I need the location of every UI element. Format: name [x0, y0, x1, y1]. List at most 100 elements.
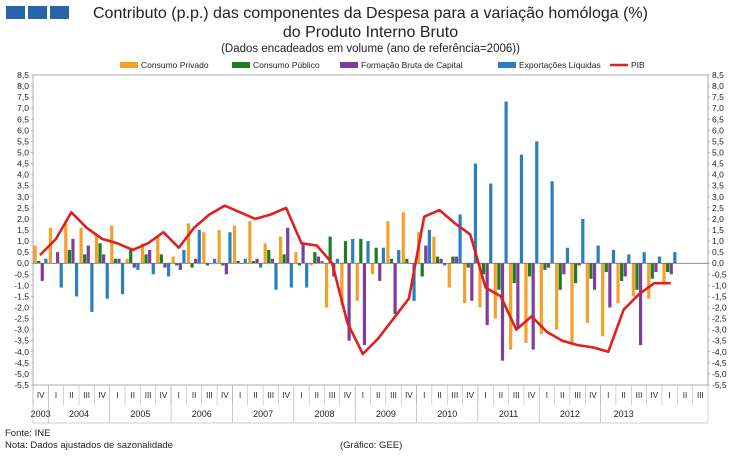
- x-year-label: 2008: [314, 409, 334, 419]
- y-tick-label-right: -0,5: [712, 269, 727, 279]
- bar-consumo-privado: [355, 263, 359, 301]
- bar-forma-o-bruta-de-capital: [654, 263, 658, 273]
- bar-exporta-es-l-quidas: [74, 263, 79, 297]
- bar-consumo-privado: [585, 263, 589, 323]
- bar-consumo-p-blico: [221, 263, 225, 266]
- bar-forma-o-bruta-de-capital: [102, 254, 106, 264]
- bar-consumo-p-blico: [190, 263, 194, 268]
- bar-forma-o-bruta-de-capital: [71, 238, 75, 264]
- bar-forma-o-bruta-de-capital: [378, 263, 382, 281]
- bar-exporta-es-l-quidas: [259, 263, 263, 268]
- y-tick-label-left: 6,5: [17, 114, 29, 124]
- gee-logo: [6, 6, 69, 19]
- bar-forma-o-bruta-de-capital: [224, 263, 228, 275]
- x-quarter-label: III: [390, 391, 397, 400]
- y-tick-label-left: -5,5: [14, 380, 29, 390]
- y-tick-label-right: -3,0: [712, 325, 727, 335]
- bar-consumo-privado: [110, 225, 114, 264]
- y-tick-label-left: -5,0: [14, 369, 29, 379]
- y-tick-label-right: 2,5: [712, 203, 724, 213]
- bar-exporta-es-l-quidas: [182, 249, 186, 264]
- bar-exporta-es-l-quidas: [381, 247, 385, 264]
- y-tick-label-left: 4,5: [17, 159, 29, 169]
- y-tick-label-left: -0,5: [14, 269, 29, 279]
- bar-consumo-p-blico: [328, 236, 332, 264]
- bar-exporta-es-l-quidas: [335, 258, 339, 264]
- bar-exporta-es-l-quidas: [596, 245, 600, 264]
- bar-consumo-p-blico: [574, 263, 578, 284]
- bar-consumo-privado: [386, 221, 390, 264]
- bar-exporta-es-l-quidas: [657, 256, 662, 264]
- y-tick-label-right: 4,5: [712, 159, 724, 169]
- bar-exporta-es-l-quidas: [120, 263, 125, 295]
- y-tick-label-left: 1,5: [17, 225, 29, 235]
- x-quarter-label: III: [329, 391, 336, 400]
- legend-label: Consumo Privado: [141, 60, 209, 70]
- bar-consumo-p-blico: [635, 263, 639, 290]
- bar-forma-o-bruta-de-capital: [286, 227, 290, 264]
- bar-consumo-p-blico: [83, 254, 87, 264]
- y-tick-label-right: 0,0: [712, 258, 724, 268]
- x-quarter-label: IV: [160, 391, 168, 400]
- legend-swatch: [498, 62, 516, 68]
- bar-consumo-privado: [647, 263, 651, 299]
- legend-swatch: [232, 62, 250, 68]
- x-quarter-label: IV: [405, 391, 413, 400]
- y-tick-label-left: -3,0: [14, 325, 29, 335]
- y-tick-label-right: 1,5: [712, 225, 724, 235]
- x-quarter-label: III: [267, 391, 274, 400]
- bar-exporta-es-l-quidas: [213, 258, 217, 264]
- bar-forma-o-bruta-de-capital: [86, 245, 90, 264]
- x-year-label: 2010: [437, 409, 457, 419]
- bar-consumo-privado: [662, 263, 666, 284]
- y-tick-label-left: 7,0: [17, 103, 29, 113]
- bar-consumo-privado: [601, 263, 605, 337]
- bar-consumo-privado: [478, 263, 482, 308]
- y-tick-label-left: 7,5: [17, 92, 29, 102]
- bar-forma-o-bruta-de-capital: [531, 263, 535, 350]
- bar-consumo-privado: [33, 245, 37, 264]
- x-quarter-label: II: [253, 391, 257, 400]
- plot-frame: [32, 74, 709, 386]
- y-tick-label-left: 0,5: [17, 247, 29, 257]
- y-tick-label-right: 3,0: [712, 192, 724, 202]
- bar-exporta-es-l-quidas: [90, 263, 94, 312]
- x-quarter-label: IV: [344, 391, 352, 400]
- y-tick-label-left: -1,5: [14, 291, 29, 301]
- y-tick-label-left: 2,5: [17, 203, 29, 213]
- bar-consumo-p-blico: [527, 263, 532, 277]
- bar-forma-o-bruta-de-capital: [577, 263, 581, 266]
- y-tick-label-right: -5,5: [712, 380, 727, 390]
- bar-consumo-p-blico: [251, 261, 256, 264]
- bar-exporta-es-l-quidas: [519, 154, 524, 264]
- chart-title: Contributo (p.p.) das componentes da Des…: [93, 5, 648, 22]
- bar-forma-o-bruta-de-capital: [255, 258, 259, 264]
- bar-consumo-p-blico: [604, 263, 608, 273]
- bar-consumo-privado: [324, 263, 329, 308]
- bar-consumo-p-blico: [512, 263, 516, 284]
- bar-forma-o-bruta-de-capital: [40, 263, 44, 281]
- x-quarter-label: III: [513, 391, 520, 400]
- x-quarter-label: II: [499, 391, 503, 400]
- y-tick-label-right: 7,5: [712, 92, 724, 102]
- x-year-label: 2012: [560, 409, 580, 419]
- x-year-label: 2007: [253, 409, 273, 419]
- y-tick-label-right: 4,0: [712, 170, 724, 180]
- x-quarter-label: IV: [98, 391, 106, 400]
- bar-consumo-privado: [278, 236, 283, 264]
- x-quarter-label: I: [239, 391, 241, 400]
- x-year-label: 2005: [130, 409, 150, 419]
- x-quarter-label: II: [69, 391, 73, 400]
- x-quarter-label: II: [621, 391, 625, 400]
- bar-consumo-p-blico: [543, 263, 547, 270]
- bar-consumo-p-blico: [236, 261, 240, 264]
- y-tick-label-right: -2,0: [712, 303, 727, 313]
- bar-exporta-es-l-quidas: [458, 214, 462, 264]
- y-tick-label-right: 6,0: [712, 125, 724, 135]
- legend-label: PIB: [631, 60, 645, 70]
- bar-forma-o-bruta-de-capital: [132, 263, 136, 268]
- y-tick-label-left: 0,0: [17, 258, 29, 268]
- bar-consumo-p-blico: [297, 263, 302, 266]
- y-tick-label-left: 8,5: [17, 70, 29, 80]
- y-tick-label-left: -2,5: [14, 314, 29, 324]
